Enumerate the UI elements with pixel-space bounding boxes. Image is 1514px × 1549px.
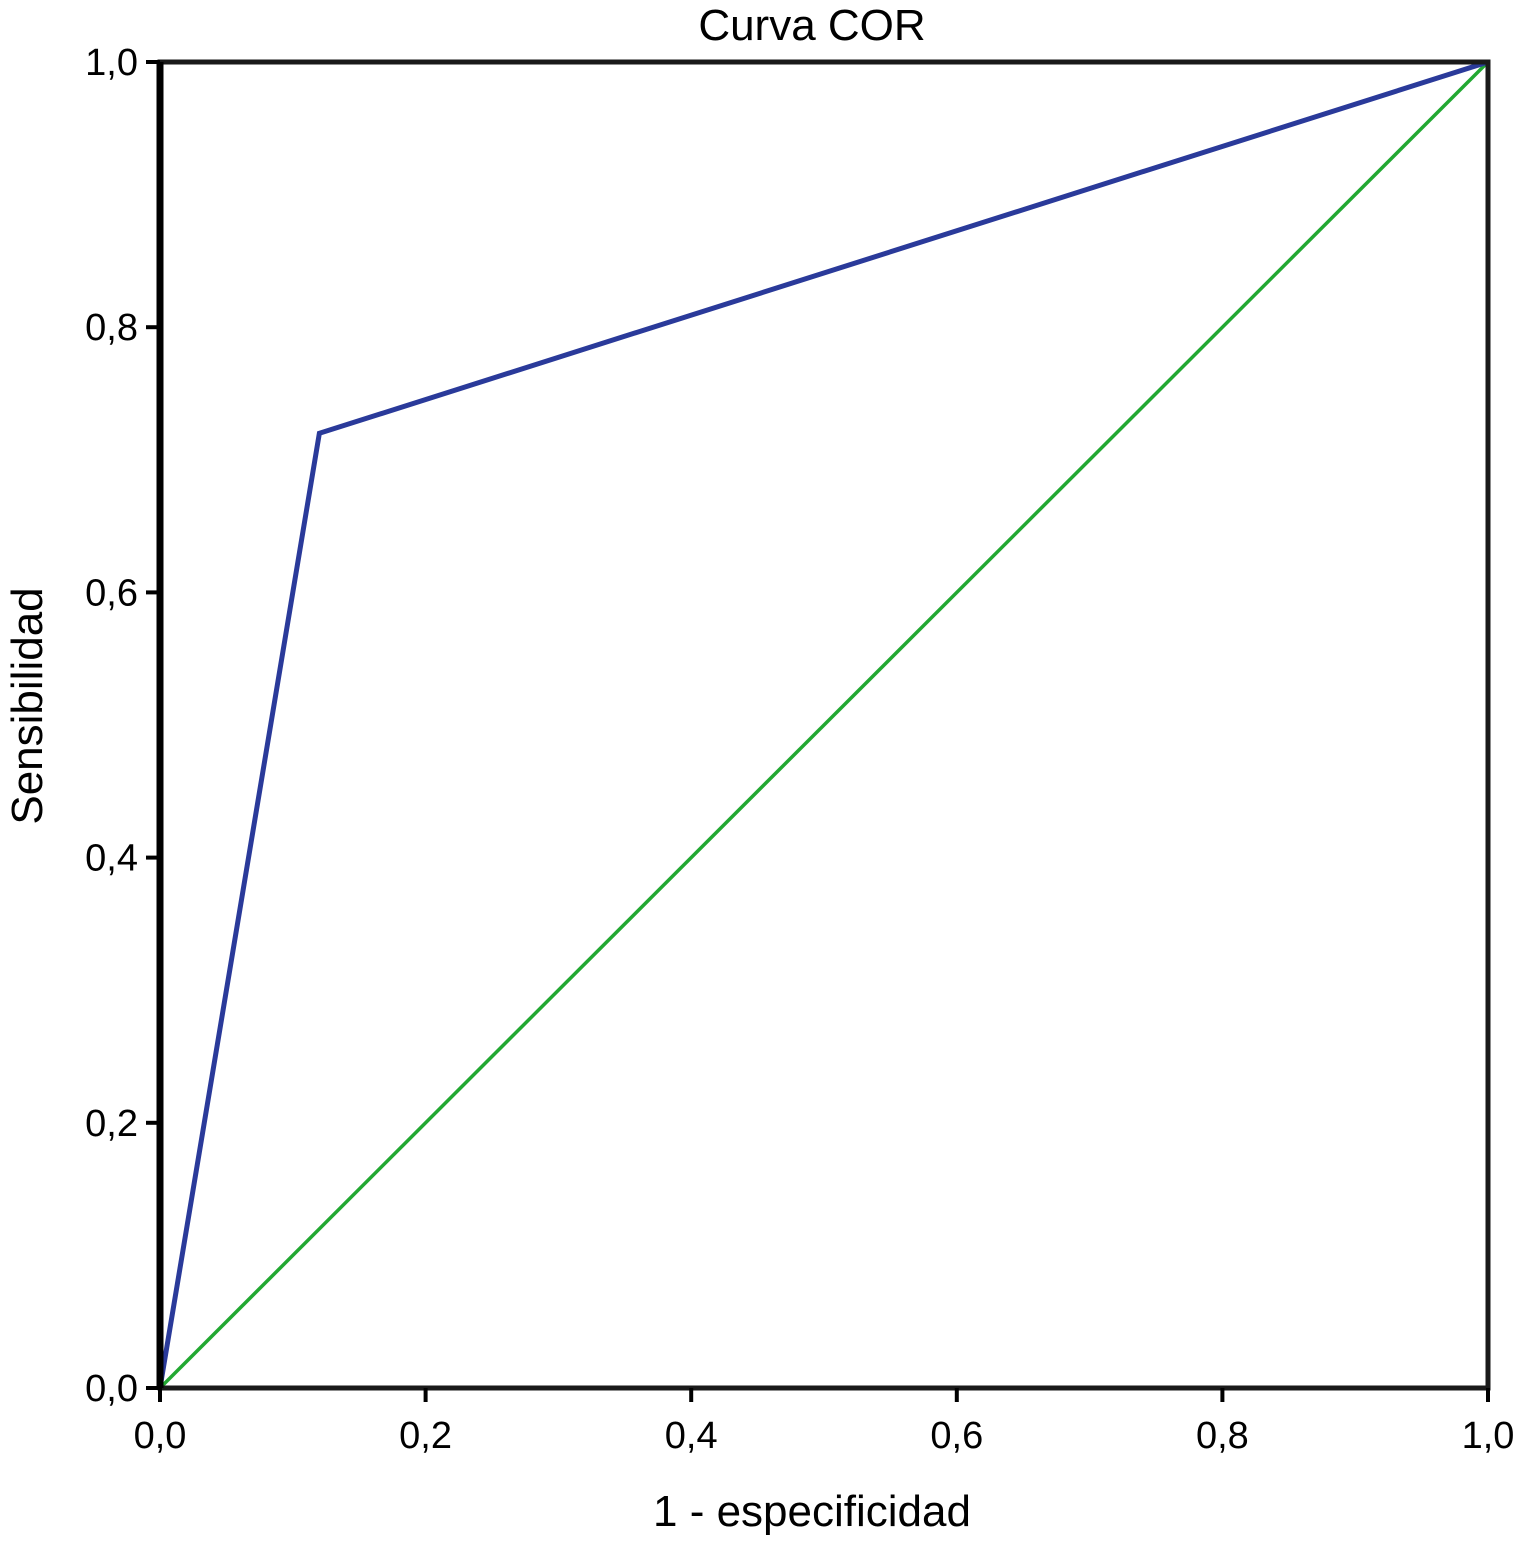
y-tick-label: 0,4	[85, 838, 138, 880]
x-tick-label: 0,0	[134, 1415, 187, 1457]
series-line-2	[158, 60, 1490, 1390]
chart-title: Curva COR	[698, 1, 925, 50]
y-axis-title: Sensibilidad	[3, 587, 52, 824]
y-tick-label: 0,2	[85, 1103, 138, 1145]
x-tick-label: 0,8	[1196, 1415, 1249, 1457]
y-axis-ticks: 0,0 0,2 0,4 0,6 0,8 1,0	[85, 42, 160, 1410]
x-tick-label: 0,6	[930, 1415, 983, 1457]
x-tick-label: 0,4	[665, 1415, 718, 1457]
y-tick-label: 1,0	[85, 42, 138, 84]
x-tick-label: 0,2	[399, 1415, 452, 1457]
series-line-1	[157, 59, 1489, 1389]
y-tick-label: 0,8	[85, 307, 138, 349]
x-tick-label: 1,0	[1462, 1415, 1514, 1457]
y-tick-label: 0,6	[85, 572, 138, 614]
x-axis-title: 1 - especificidad	[653, 1487, 971, 1536]
series-layer	[157, 59, 1490, 1390]
x-axis-ticks: 0,0 0,2 0,4 0,6 0,8 1,0	[134, 1388, 1514, 1457]
y-tick-label: 0,0	[85, 1368, 138, 1410]
